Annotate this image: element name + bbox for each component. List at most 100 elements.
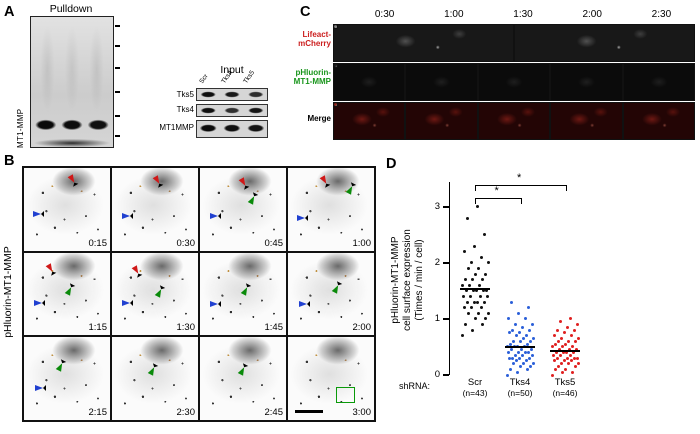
data-point (560, 370, 564, 374)
data-point (480, 323, 484, 327)
data-point (568, 317, 572, 321)
blue-arrowhead-marker (122, 299, 134, 306)
data-point (470, 328, 474, 332)
blue-arrowhead-marker (210, 213, 222, 220)
data-point (509, 300, 513, 304)
data-point (560, 345, 564, 349)
data-point (553, 367, 557, 371)
d-group-n: (n=46) (552, 387, 578, 398)
data-point (569, 334, 573, 338)
d-group-name: Scr (467, 377, 483, 388)
data-point (565, 356, 569, 360)
data-point (462, 306, 466, 310)
data-point (473, 317, 477, 321)
data-point (553, 342, 557, 346)
data-point (463, 323, 467, 327)
data-point (576, 337, 580, 341)
data-point (513, 323, 517, 327)
data-point (469, 306, 473, 310)
c-row-label-line: Merge (307, 114, 331, 123)
data-point (559, 337, 563, 341)
y-tick-label: 2 (434, 256, 440, 268)
d-group-label-tks4: Tks4 (n=50) (497, 377, 543, 399)
c-row-label-line: pHluorin- (295, 68, 331, 77)
data-point (465, 216, 469, 220)
data-point (570, 345, 574, 349)
mw-tick (115, 45, 120, 47)
data-point (518, 339, 522, 343)
data-point (524, 334, 528, 338)
data-point (513, 353, 517, 357)
y-tick (443, 262, 449, 264)
b-frame: 2:15 (23, 336, 111, 421)
data-point (558, 353, 562, 357)
data-point (572, 356, 576, 360)
data-point (506, 351, 510, 355)
data-point (469, 261, 473, 265)
panel-b-label: B (4, 153, 15, 169)
scale-bar-marker (294, 410, 323, 414)
data-point (477, 283, 481, 287)
b-frame-timestamp: 2:00 (352, 322, 372, 334)
b-frame-timestamp: 0:45 (264, 237, 284, 249)
data-point (562, 331, 566, 335)
data-point (481, 289, 485, 293)
red-arrow-marker (68, 173, 79, 187)
d-group-label-scr: Scr (n=43) (452, 377, 498, 399)
y-tick (443, 318, 449, 320)
data-point (476, 266, 480, 270)
panel-c-label: C (300, 4, 311, 20)
red-arrow-marker (238, 177, 250, 190)
b-frame: 1:30 (111, 251, 199, 337)
b-frame-timestamp: 2:30 (176, 406, 196, 418)
data-point (565, 325, 569, 329)
c-row-phluorin (333, 63, 696, 101)
data-point (515, 370, 519, 374)
green-arrow-marker (64, 283, 76, 296)
mw-tick (115, 135, 120, 137)
data-point (511, 339, 515, 343)
data-point (460, 283, 464, 287)
pulldown-side-label: MT1-MMP (16, 108, 25, 148)
mean-line (505, 346, 535, 348)
input-blot-tks5 (196, 88, 268, 101)
data-point (550, 345, 554, 349)
data-point (569, 359, 573, 363)
data-point (482, 300, 486, 304)
data-point (519, 348, 523, 352)
c-row-merge (333, 102, 696, 140)
panel-d-label: D (386, 156, 397, 172)
data-point (550, 373, 554, 377)
b-frame: 1:15 (23, 251, 111, 337)
data-point (523, 317, 527, 321)
data-point (516, 311, 520, 315)
blue-arrowhead-marker (296, 215, 308, 222)
data-point (552, 334, 556, 338)
data-point (574, 348, 578, 352)
data-point (554, 351, 558, 355)
y-tick-label: 0 (434, 369, 440, 380)
data-point (468, 295, 472, 298)
d-x-axis-prefix: shRNA: (399, 381, 431, 391)
c-timestamp: 0:30 (374, 9, 395, 20)
data-point (562, 359, 566, 363)
data-point (520, 353, 524, 357)
data-point (566, 362, 570, 366)
data-point (479, 255, 483, 259)
panel-a-label: A (4, 4, 15, 20)
data-point (557, 348, 561, 352)
data-point (555, 328, 559, 332)
green-arrow-marker (154, 284, 165, 298)
data-point (470, 278, 474, 282)
significance-label: * (517, 172, 522, 184)
input-row-label-mt1mmp: MT1MMP (159, 123, 194, 132)
input-blot-tks4 (196, 104, 268, 117)
c-frame (550, 102, 623, 140)
b-frame-timestamp: 1:15 (88, 322, 108, 334)
data-point (530, 323, 534, 327)
b-frame-timestamp: 2:45 (264, 406, 284, 418)
d-y-title-line: cell surface expression (401, 229, 413, 331)
data-point (467, 283, 471, 287)
data-point (475, 205, 479, 209)
scatter-plot: 0 1 2 3 * * (435, 172, 590, 380)
